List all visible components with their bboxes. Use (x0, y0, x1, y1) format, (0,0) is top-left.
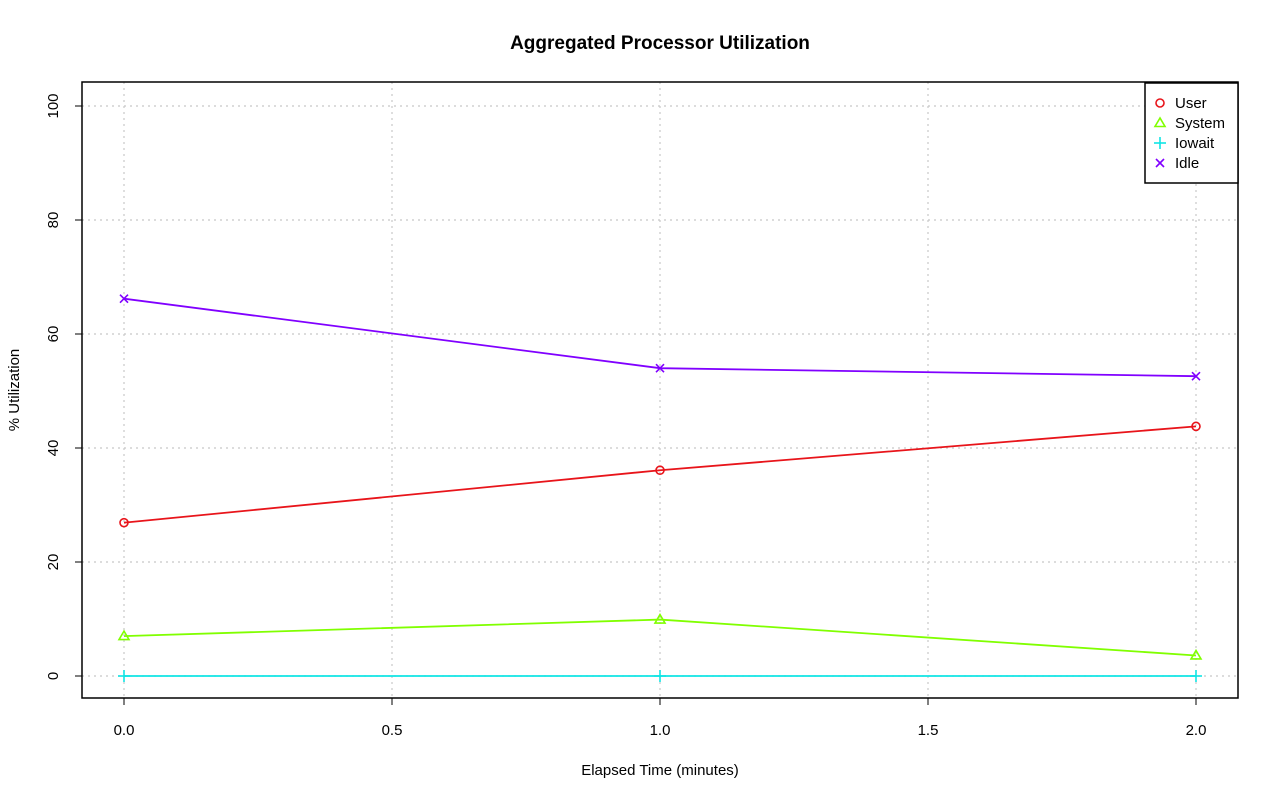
x-tick-label: 1.0 (650, 722, 671, 739)
series-user-point (1191, 421, 1201, 432)
legend-user-marker (1155, 98, 1165, 108)
circle-marker (1191, 421, 1201, 432)
triangle-marker (653, 612, 667, 624)
legend-iowait-marker (1154, 137, 1166, 149)
series-group (117, 294, 1203, 682)
series-user-line (123, 425, 1197, 524)
x-tick-label: 1.5 (918, 722, 939, 739)
series-iowait-point (654, 670, 666, 682)
series-idle-point (655, 363, 665, 373)
chart-title: Aggregated Processor Utilization (510, 33, 810, 54)
y-tick-label: 0 (45, 672, 62, 680)
series-user-point (655, 465, 665, 476)
legend-item-user: User (1155, 95, 1207, 112)
series-idle-point (1191, 371, 1201, 381)
series-system-point (117, 629, 131, 641)
y-tick-label: 20 (45, 554, 62, 571)
series-user (119, 421, 1201, 528)
series-system-point (1189, 648, 1203, 660)
legend-idle-marker (1155, 158, 1165, 168)
legend-label-iowait: Iowait (1175, 135, 1215, 152)
grid (82, 82, 1238, 698)
legend-label-user: User (1175, 95, 1207, 112)
y-tick-label: 80 (45, 212, 62, 229)
y-tick-label: 100 (45, 93, 62, 118)
circle-marker (1155, 98, 1165, 108)
x-tick-label: 0.0 (114, 722, 135, 739)
series-iowait (118, 670, 1202, 682)
y-tick-label: 60 (45, 326, 62, 343)
cross-marker-b (119, 294, 129, 304)
legend-label-idle: Idle (1175, 155, 1199, 172)
series-idle (119, 294, 1201, 381)
circle-marker (655, 465, 665, 476)
x-tick-label: 0.5 (382, 722, 403, 739)
legend-item-system: System (1153, 115, 1225, 132)
x-axis-label: Elapsed Time (minutes) (581, 762, 739, 779)
series-system (117, 612, 1203, 660)
triangle-marker (1189, 648, 1203, 660)
axes: 0.0 0.5 1.0 1.5 2.0 0 20 40 60 80 100 (45, 93, 1206, 739)
legend-system-marker (1153, 116, 1167, 128)
triangle-marker (1153, 116, 1167, 128)
series-user-point (119, 517, 129, 528)
legend-item-idle: Idle (1155, 155, 1199, 172)
series-idle-point (119, 294, 129, 304)
cross-marker-b (655, 363, 665, 373)
series-system-line (123, 618, 1197, 657)
triangle-marker (117, 629, 131, 641)
series-iowait-point (118, 670, 130, 682)
y-tick-label: 40 (45, 440, 62, 457)
cross-marker-b (1155, 158, 1165, 168)
series-iowait-point (1190, 670, 1202, 682)
y-axis-label: % Utilization (6, 349, 23, 432)
legend: User System Iowait Idle (1144, 82, 1239, 184)
legend-label-system: System (1175, 115, 1225, 132)
x-tick-label: 2.0 (1186, 722, 1207, 739)
circle-marker (119, 517, 129, 528)
legend-item-iowait: Iowait (1154, 135, 1215, 152)
cross-marker-b (1191, 371, 1201, 381)
series-system-point (653, 612, 667, 624)
